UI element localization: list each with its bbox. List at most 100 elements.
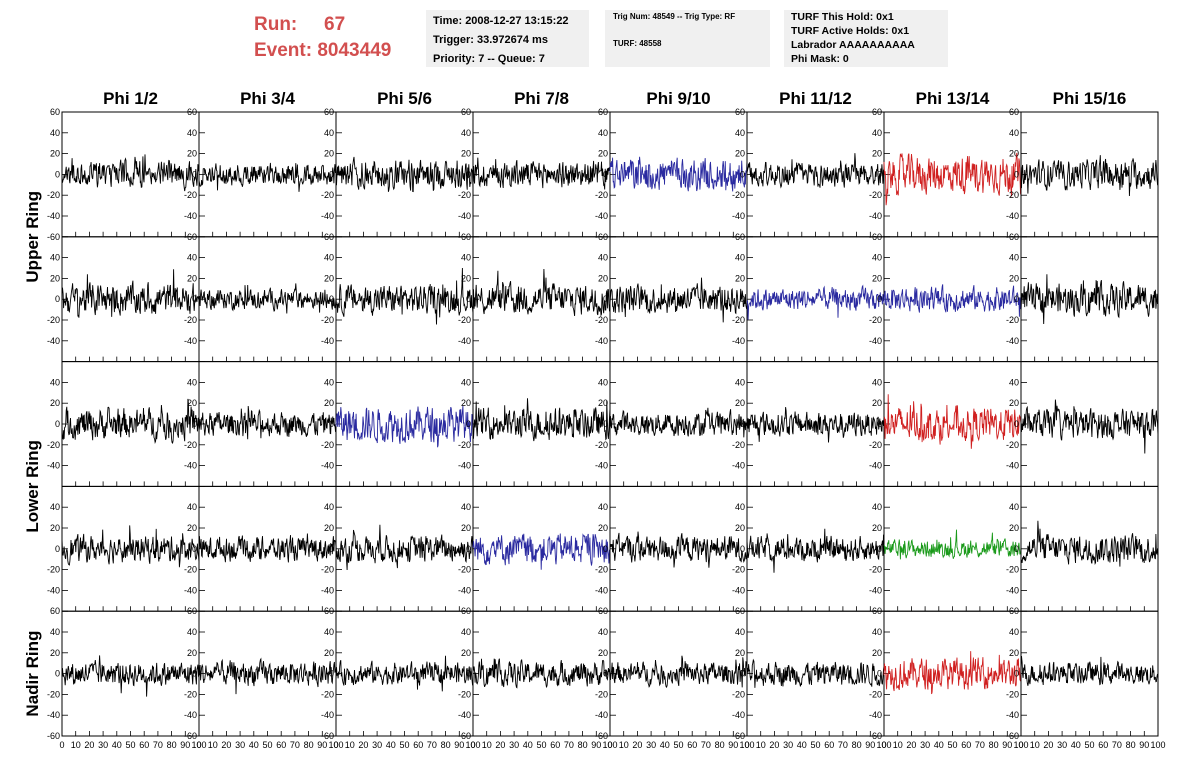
y-tick-label: 0 [329,294,334,304]
x-tick-label: 90 [728,740,738,750]
y-tick-label: 20 [324,648,334,658]
waveform-trace [609,156,748,192]
y-tick-label: -20 [321,190,334,200]
y-tick-label: 40 [461,377,471,387]
y-tick-label: 0 [466,544,471,554]
y-tick-label: -40 [321,336,334,346]
y-tick-label: -40 [732,211,745,221]
x-tick-label: 20 [769,740,779,750]
ring-label-3: Nadir Ring [23,631,42,717]
y-tick-label: 0 [1014,544,1019,554]
x-tick-label: 80 [715,740,725,750]
x-tick-label: 40 [934,740,944,750]
x-tick-label: 0 [196,740,201,750]
x-tick-label: 80 [1126,740,1136,750]
y-tick-label: -60 [47,731,60,741]
x-tick-label: 50 [810,740,820,750]
y-tick-label: -20 [47,315,60,325]
y-tick-label: 0 [603,419,608,429]
waveform-trace [61,154,200,192]
waveform-trace [883,284,1022,317]
y-tick-label: -60 [732,731,745,741]
y-tick-label: 60 [735,606,745,616]
trig-info-box: Trig Num: 48549 -- Trig Type: RF TURF: 4… [605,10,770,67]
y-tick-label: 20 [735,149,745,159]
y-tick-label: 40 [187,377,197,387]
y-tick-label: 0 [466,419,471,429]
waveform-trace [472,157,611,190]
y-tick-label: -40 [458,336,471,346]
y-tick-label: -40 [321,585,334,595]
waveform-trace [1020,656,1159,686]
y-tick-label: 20 [187,273,197,283]
x-tick-label: 10 [1030,740,1040,750]
y-tick-label: 40 [735,253,745,263]
x-tick-label: 10 [619,740,629,750]
x-tick-label: 10 [482,740,492,750]
y-tick-label: -20 [184,440,197,450]
y-tick-label: -20 [47,689,60,699]
x-tick-label: 100 [602,740,617,750]
x-tick-label: 70 [838,740,848,750]
y-tick-label: -20 [1006,190,1019,200]
x-tick-label: 30 [783,740,793,750]
phi-mask-text: Phi Mask: 0 [791,53,849,65]
waveform-trace [883,651,1022,695]
y-tick-label: -20 [458,315,471,325]
y-tick-label: -20 [595,440,608,450]
waveform-trace [609,531,748,568]
x-tick-label: 40 [797,740,807,750]
y-tick-label: 0 [603,294,608,304]
y-tick-label: 20 [1009,648,1019,658]
x-tick-label: 100 [739,740,754,750]
y-tick-label: 0 [466,169,471,179]
waveform-trace [883,529,1022,560]
x-tick-label: 70 [290,740,300,750]
y-tick-label: -40 [595,336,608,346]
y-tick-label: -20 [595,315,608,325]
y-tick-label: 20 [1009,523,1019,533]
trigger-text: Trigger: 33.972674 ms [433,34,548,46]
y-tick-label: 40 [187,502,197,512]
x-tick-label: 20 [906,740,916,750]
y-tick-label: -40 [184,710,197,720]
x-tick-label: 40 [1071,740,1081,750]
y-tick-label: 20 [50,523,60,533]
x-tick-label: 30 [646,740,656,750]
y-tick-label: 20 [187,149,197,159]
x-tick-label: 50 [399,740,409,750]
y-tick-label: 60 [1009,606,1019,616]
x-tick-label: 40 [660,740,670,750]
y-tick-label: 40 [324,377,334,387]
y-tick-label: 0 [1014,419,1019,429]
trig-num-text: Trig Num: 48549 -- Trig Type: RF [613,12,736,21]
y-tick-label: -20 [321,315,334,325]
y-tick-label: 20 [872,398,882,408]
y-tick-label: -40 [1006,461,1019,471]
x-tick-label: 10 [345,740,355,750]
y-tick-label: -40 [869,710,882,720]
y-tick-label: 60 [735,107,745,117]
y-tick-label: 60 [872,107,882,117]
labrador-text: Labrador AAAAAAAAAA [791,39,915,51]
waveform-trace [1020,274,1159,325]
y-tick-label: 20 [324,273,334,283]
y-tick-label: -20 [1006,565,1019,575]
y-tick-label: 20 [872,523,882,533]
x-tick-label: 100 [1150,740,1165,750]
x-tick-label: 90 [1002,740,1012,750]
waveform-trace [472,398,611,442]
run-label: Run: [254,14,298,35]
y-tick-label: 20 [50,273,60,283]
y-tick-label: 60 [598,107,608,117]
y-tick-label: 40 [1009,502,1019,512]
y-tick-label: -20 [869,315,882,325]
x-tick-label: 90 [591,740,601,750]
y-tick-label: -60 [595,731,608,741]
y-tick-label: 20 [735,273,745,283]
y-tick-label: 20 [598,648,608,658]
waveform-trace [746,284,885,320]
x-tick-label: 30 [920,740,930,750]
x-tick-label: 90 [180,740,190,750]
y-tick-label: 0 [329,669,334,679]
